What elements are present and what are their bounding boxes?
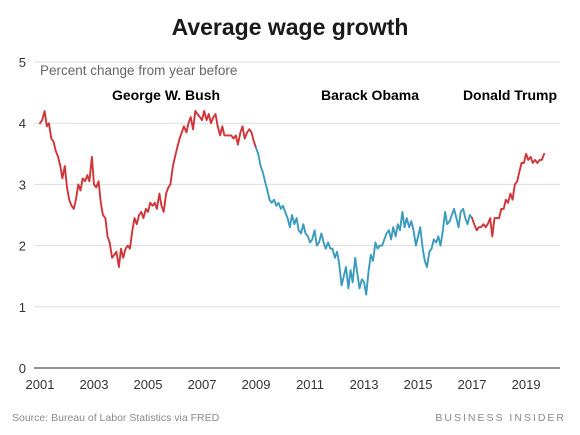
chart-title: Average wage growth — [172, 14, 409, 40]
x-tick-label: 2013 — [350, 377, 379, 392]
x-tick-label: 2019 — [512, 377, 541, 392]
y-tick-label: 3 — [19, 177, 26, 192]
gridlines — [34, 61, 560, 369]
y-tick-label: 2 — [19, 239, 26, 254]
chart-subtitle: Percent change from year before — [40, 63, 237, 78]
y-tick-label: 4 — [19, 116, 26, 131]
series-line-obama — [255, 146, 474, 296]
y-tick-label: 0 — [19, 361, 26, 376]
y-tick-label: 1 — [19, 300, 26, 315]
series-line-bush — [39, 110, 257, 268]
x-tick-label: 2003 — [80, 377, 109, 392]
source-note: Source: Bureau of Labor Statistics via F… — [12, 412, 220, 424]
x-tick-label: 2007 — [188, 377, 217, 392]
brand-logo: BUSINESS INSIDER — [435, 412, 566, 424]
y-tick-label: 5 — [19, 55, 26, 70]
x-tick-label: 2011 — [296, 377, 324, 392]
x-tick-label: 2015 — [404, 377, 433, 392]
x-tick-label: 2017 — [458, 377, 487, 392]
era-label-obama: Barack Obama — [321, 87, 419, 103]
y-axis-ticks: 0 1 2 3 4 5 — [19, 55, 26, 376]
era-label-bush: George W. Bush — [112, 87, 220, 103]
series-line-trump — [471, 152, 546, 238]
x-axis-ticks: 2001 2003 2005 2007 2009 2011 2013 2015 2017 2019 — [26, 377, 541, 392]
x-tick-label: 2001 — [26, 377, 55, 392]
x-tick-label: 2005 — [134, 377, 163, 392]
era-label-trump: Donald Trump — [463, 87, 557, 103]
series-lines — [39, 110, 546, 296]
x-tick-label: 2009 — [242, 377, 271, 392]
